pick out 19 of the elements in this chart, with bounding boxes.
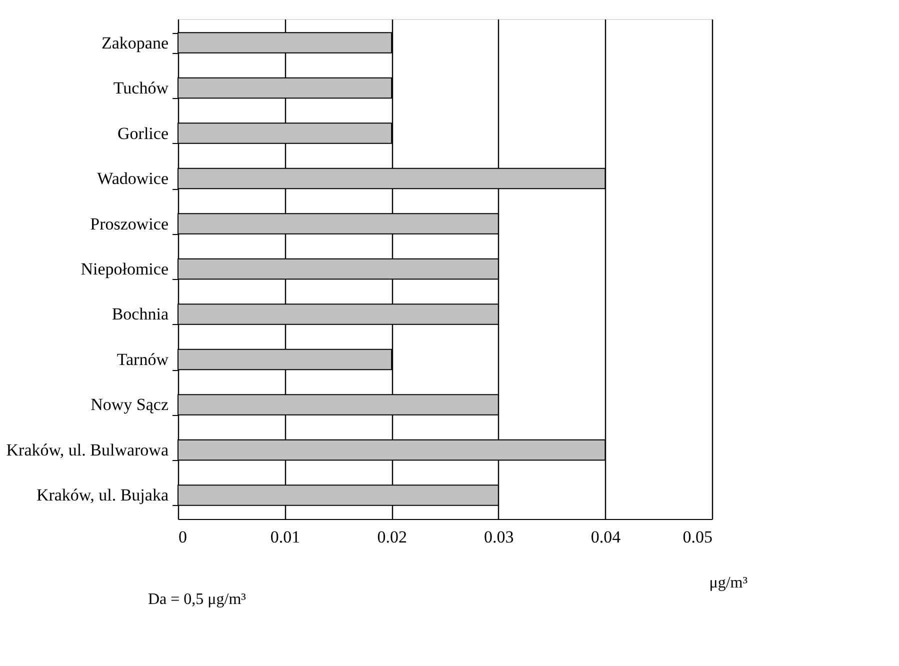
y-tick-label: Gorlice bbox=[118, 124, 168, 143]
y-tick-label: Proszowice bbox=[90, 214, 168, 234]
x-tick-label: 0.04 bbox=[590, 528, 622, 546]
y-tick-label: Wadowice bbox=[97, 169, 168, 188]
y-tick-label: Nowy Sącz bbox=[90, 395, 169, 414]
x-tick-label: 0.03 bbox=[484, 528, 514, 546]
y-tick-label: Tarnów bbox=[116, 350, 170, 369]
text: Da = 0,5 μg/m³ bbox=[148, 591, 246, 608]
y-tick-label: Kraków, ul. Bujaka bbox=[36, 486, 169, 505]
y-tick-label: Kraków, ul. Bulwarowa bbox=[6, 440, 169, 460]
y-tick-label: Niepołomice bbox=[80, 260, 168, 278]
y-tick-label: Bochnia bbox=[112, 304, 169, 324]
x-tick-label: 0.01 bbox=[270, 528, 300, 546]
y-tick-label: Zakopane bbox=[101, 33, 168, 52]
x-tick-label: 0.05 bbox=[682, 528, 712, 546]
y-tick-label: Tuchów bbox=[113, 78, 170, 98]
x-tick-label: 0.02 bbox=[377, 528, 407, 546]
x-tick-label: 0 bbox=[178, 528, 187, 546]
x-axis-title: μg/m³ bbox=[709, 574, 748, 592]
